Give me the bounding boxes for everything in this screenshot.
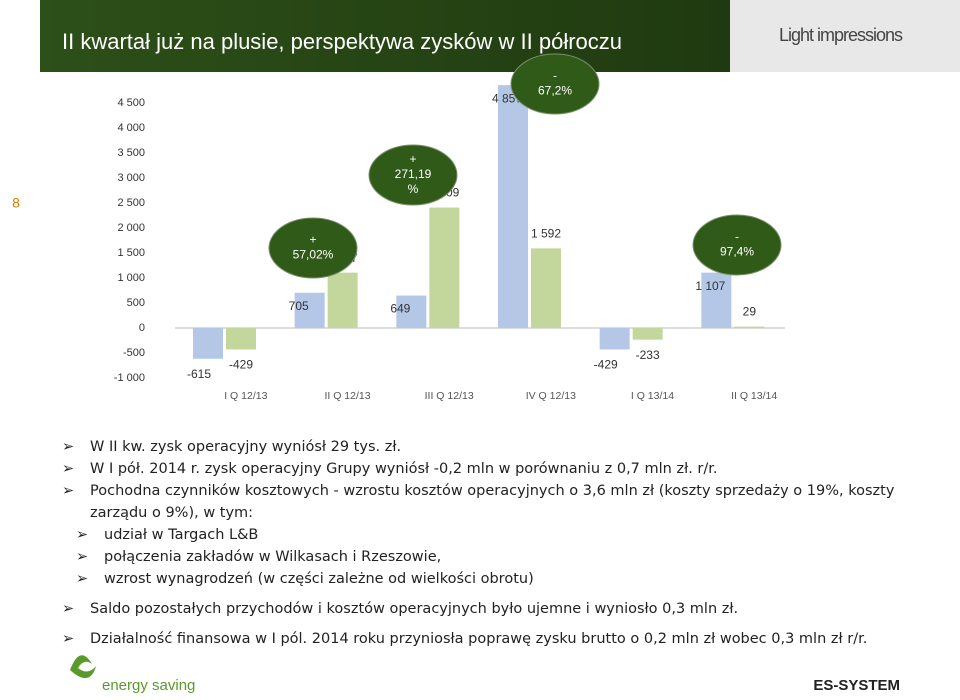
bar <box>327 272 358 328</box>
slide-number: 8 <box>12 195 20 211</box>
sub-bullet: połączenia zakładów w Wilkasach i Rzeszo… <box>76 546 942 568</box>
y-tick-label: 4 500 <box>117 97 145 109</box>
brand-band <box>730 0 960 72</box>
sub-bullet: wzrost wynagrodzeń (w części zależne od … <box>76 568 942 590</box>
bar <box>734 326 765 328</box>
footer-logo: ES-SYSTEM <box>813 677 900 694</box>
annotation-bubble <box>510 53 600 115</box>
footer: energy saving ES-SYSTEM <box>70 655 900 694</box>
annotation-bubble <box>268 217 358 279</box>
y-tick-label: 2 000 <box>117 222 145 234</box>
data-label: -429 <box>594 358 618 372</box>
x-tick-label: IV Q 12/13 <box>526 390 576 402</box>
y-tick-label: 3 000 <box>117 172 145 184</box>
x-tick-label: I Q 12/13 <box>224 390 267 402</box>
bullet: Saldo pozostałych przychodów i kosztów o… <box>62 598 942 620</box>
data-label: 705 <box>289 299 309 313</box>
y-tick-label: 1 000 <box>117 272 145 284</box>
brand: Light impressions <box>779 25 903 45</box>
y-tick-label: -1 000 <box>114 372 145 384</box>
x-tick-label: I Q 13/14 <box>631 390 674 402</box>
title-band <box>40 0 730 72</box>
annotation: +271,19% <box>395 152 432 196</box>
data-label: 649 <box>390 302 410 316</box>
y-tick-label: 4 000 <box>117 122 145 134</box>
bar <box>193 328 223 359</box>
bullet-list: W II kw. zysk operacyjny wyniósł 29 tys.… <box>62 436 942 650</box>
bar <box>701 272 732 328</box>
data-label: 29 <box>743 305 757 319</box>
x-tick-label: II Q 13/14 <box>731 390 777 402</box>
data-label: -429 <box>229 358 253 372</box>
bar <box>226 328 256 350</box>
footer-logo: energy saving <box>102 677 195 694</box>
y-tick-label: 3 500 <box>117 147 145 159</box>
bar <box>429 207 460 328</box>
y-tick-label: 0 <box>139 322 145 334</box>
x-tick-label: II Q 12/13 <box>324 390 370 402</box>
y-tick-label: 500 <box>127 297 145 309</box>
bar <box>498 85 528 329</box>
bullet: Działalność finansowa w I pól. 2014 roku… <box>62 628 942 650</box>
bar <box>599 328 630 350</box>
bullet: W I pół. 2014 r. zysk operacyjny Grupy w… <box>62 458 942 480</box>
data-label: 1 592 <box>531 227 561 241</box>
y-tick-label: -500 <box>123 347 145 359</box>
bullet: W II kw. zysk operacyjny wyniósł 29 tys.… <box>62 436 942 458</box>
y-tick-label: 2 500 <box>117 197 145 209</box>
annotation-bubble <box>692 214 782 276</box>
y-tick-label: 1 500 <box>117 247 145 259</box>
chart: II kwartał już na plusie, perspektywa zy… <box>12 0 960 402</box>
x-tick-label: III Q 12/13 <box>425 390 474 402</box>
bar <box>396 295 427 328</box>
annotation: -67,2% <box>538 69 572 98</box>
bar <box>294 292 325 328</box>
annotation: +57,02% <box>293 233 334 262</box>
data-label: -233 <box>636 348 660 362</box>
annotation: -97,4% <box>720 230 754 259</box>
data-label: 1 107 <box>695 279 725 293</box>
bar <box>632 328 663 340</box>
slide-title: II kwartał już na plusie, perspektywa zy… <box>62 29 622 54</box>
bullet: Pochodna czynników kosztowych - wzrostu … <box>62 480 942 524</box>
annotation-bubble <box>368 144 458 206</box>
sub-bullet: udział w Targach L&B <box>76 524 942 546</box>
bar <box>531 248 561 328</box>
data-label: -615 <box>187 367 211 381</box>
